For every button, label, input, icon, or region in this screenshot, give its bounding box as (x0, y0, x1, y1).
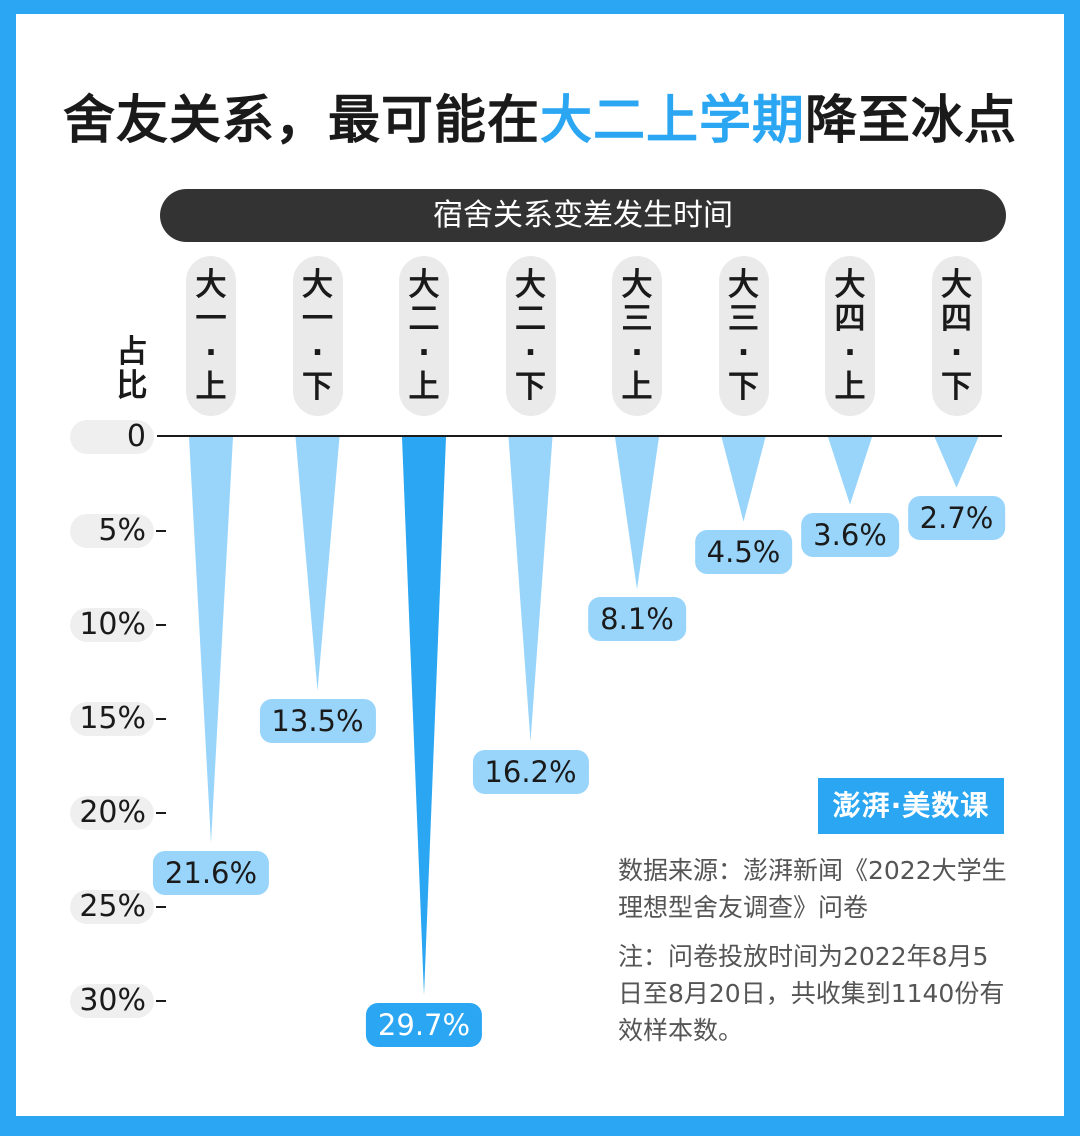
cone-bar (721, 437, 766, 522)
category-label: 大一 · 下 (292, 256, 343, 416)
y-tick-bg (70, 420, 154, 454)
category-label-char: 一 (195, 301, 227, 337)
y-tick-bg (70, 890, 154, 924)
title-part1: 舍友关系，最可能在 (62, 91, 540, 151)
value-label: 21.6% (152, 851, 270, 896)
category-label-char: 上 (195, 369, 227, 405)
title-part2: 降至冰点 (805, 91, 1018, 151)
category-label: 大三 · 上 (612, 256, 662, 416)
category-label-char: 下 (515, 369, 546, 405)
y-axis-label-char-1: 占 (116, 334, 148, 370)
category-label-char: 三 (621, 301, 653, 337)
category-label-char: · (631, 335, 643, 371)
y-tick-bg (70, 796, 154, 830)
category-label-char: 二 (408, 301, 440, 337)
category-label-char: · (950, 335, 963, 371)
chart-header-pill: 宿舍关系变差发生时间 (160, 189, 1006, 242)
y-tick-label: 10% (79, 607, 146, 642)
category-label-char: 四 (834, 301, 866, 337)
category-label: 大二 · 下 (505, 256, 556, 416)
y-tick-label: 25% (79, 889, 146, 924)
value-label: 29.7% (365, 1003, 483, 1048)
y-tick-mark (156, 718, 166, 720)
category-label-char: 大 (941, 267, 972, 303)
category-label: 大一 · 上 (186, 256, 236, 416)
title-highlight: 大二上学期 (539, 91, 805, 151)
y-tick-bg (70, 702, 154, 736)
category-label: 大三 · 下 (718, 256, 769, 416)
y-tick-label: 5% (98, 513, 146, 548)
category-label-char: 二 (515, 301, 546, 337)
category-label: 大四 · 上 (825, 256, 875, 416)
page-title: 舍友关系，最可能在大二上学期降至冰点 (0, 78, 1080, 153)
y-tick-label: 20% (79, 795, 146, 830)
category-label-char: 下 (302, 369, 333, 405)
y-axis-label-char-2: 比 (116, 368, 148, 404)
value-label: 8.1% (588, 597, 686, 642)
cone-bar (402, 437, 446, 996)
value-label: 4.5% (694, 529, 793, 574)
category-label-char: 上 (621, 369, 653, 405)
y-tick-mark (156, 1000, 166, 1002)
cone-bar (828, 437, 872, 505)
category-label-char: 大 (195, 267, 227, 303)
data-source-note: 数据来源：澎湃新闻《2022大学生理想型舍友调查》问卷 (618, 856, 1007, 922)
category-label-char: · (418, 335, 430, 371)
y-tick-bg (70, 608, 154, 642)
brand-logo: 澎湃·美数课 (818, 778, 1004, 834)
y-tick-mark (156, 530, 166, 532)
category-label-char: · (844, 335, 856, 371)
y-tick-mark (156, 906, 166, 908)
category-label-char: 大 (408, 267, 440, 303)
category-label-char: 大 (621, 267, 653, 303)
category-label-char: 上 (408, 369, 440, 405)
y-tick-bg (70, 984, 154, 1018)
cone-bar (934, 437, 979, 488)
zero-axis-line (157, 435, 1002, 437)
cone-bar (508, 437, 553, 742)
category-label-char: 四 (941, 301, 972, 337)
category-label-char: 一 (302, 301, 333, 337)
survey-note: 注：问卷投放时间为2022年8月5日至8月20日，共收集到1140份有效样本数。 (618, 942, 1005, 1045)
y-tick-mark (156, 624, 166, 626)
value-label: 2.7% (907, 495, 1006, 540)
category-label: 大四 · 下 (931, 256, 982, 416)
y-tick-label: 15% (79, 701, 146, 736)
category-label-char: · (311, 335, 324, 371)
cone-bar (295, 437, 340, 691)
y-tick-bg (70, 514, 154, 548)
value-label: 13.5% (259, 698, 376, 743)
category-label-char: 下 (941, 369, 972, 405)
y-tick-mark (156, 812, 166, 814)
value-label: 3.6% (801, 512, 899, 557)
category-label-char: 三 (728, 301, 759, 337)
category-label-char: 大 (728, 267, 759, 303)
y-tick-label: 0 (126, 419, 146, 454)
category-label-char: · (524, 335, 537, 371)
category-label-char: · (205, 335, 217, 371)
value-label: 16.2% (472, 749, 589, 794)
category-label-char: 上 (834, 369, 866, 405)
y-tick-label: 30% (79, 983, 146, 1018)
category-label-char: · (737, 335, 750, 371)
category-label: 大二 · 上 (399, 256, 449, 416)
category-label-char: 大 (302, 267, 333, 303)
y-axis-label: 占 比 (112, 335, 152, 403)
cone-bar (615, 437, 659, 590)
category-label-char: 下 (728, 369, 759, 405)
cone-bar (189, 437, 233, 844)
category-label-char: 大 (515, 267, 546, 303)
category-label-char: 大 (834, 267, 866, 303)
